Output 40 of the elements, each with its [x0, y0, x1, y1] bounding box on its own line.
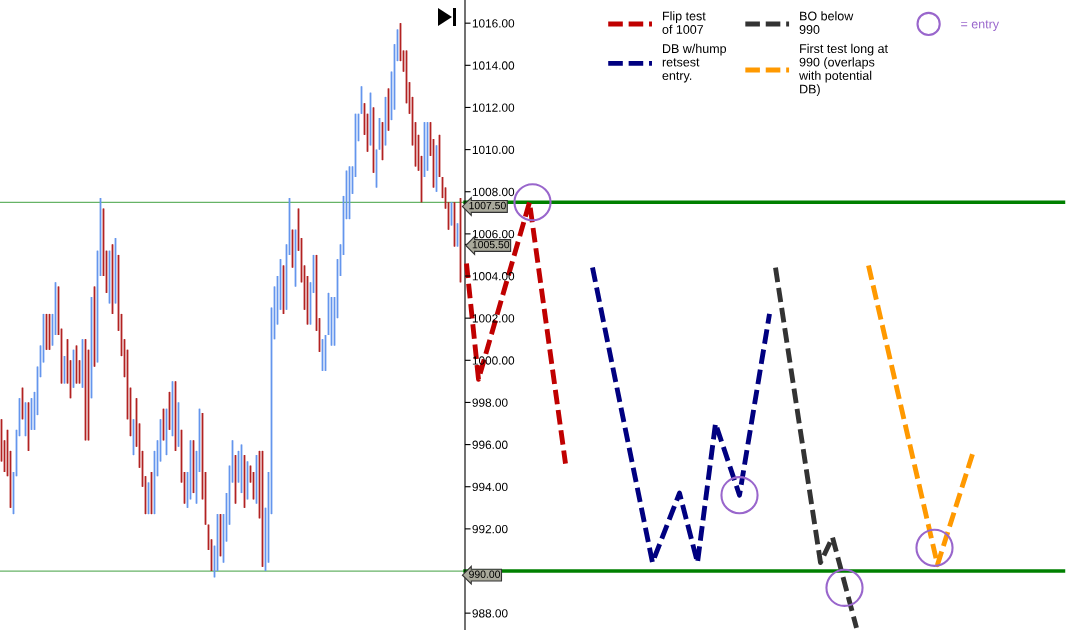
y-tick-label: 1010.00	[472, 145, 515, 154]
y-tick-label: 992.00	[472, 524, 508, 534]
ref-line-label: 1007.50	[469, 201, 506, 210]
legend-label: First test long at 990 (overlaps with potential DB)	[799, 43, 888, 96]
candlestick	[420, 155, 423, 203]
point	[720, 476, 759, 515]
y-tick-label: 998.00	[472, 398, 508, 407]
y-tick-label: 1008.00	[472, 187, 515, 197]
candlestick	[12, 471, 15, 515]
y-tick-label: 1002.00	[472, 314, 515, 323]
y-tick-label: 1016.00	[472, 19, 515, 28]
y-tick-label: 1014.00	[472, 61, 515, 70]
candlestick	[153, 450, 156, 515]
legend-label: = entry	[961, 20, 1000, 31]
candlestick	[120, 313, 123, 357]
point	[915, 528, 954, 567]
line-series	[464, 199, 568, 466]
candlestick	[15, 429, 18, 477]
point	[825, 568, 864, 607]
candlestick	[357, 113, 360, 142]
candlestick	[150, 471, 153, 515]
candlestick	[126, 349, 129, 420]
candlestick	[6, 429, 9, 477]
y-tick-label: 994.00	[472, 482, 508, 492]
candlestick	[165, 408, 168, 456]
legend-label: Flip test of 1007	[662, 11, 706, 34]
legend-label: BO below 990	[799, 11, 854, 34]
y-tick-label: 996.00	[472, 440, 508, 449]
line-series	[773, 265, 859, 630]
y-tick-label: 1005.50	[472, 240, 510, 249]
ref-line-label: 990.00	[469, 570, 501, 578]
y-tick-label: 1006.00	[472, 229, 515, 239]
legend-label: DB w/hump retsest entry.	[662, 43, 727, 83]
candlestick	[21, 386, 24, 420]
point	[513, 183, 552, 222]
y-tick-label: 1004.00	[472, 272, 515, 281]
candlestick	[129, 386, 132, 437]
y-tick-label: 1012.00	[472, 103, 515, 112]
candlestick	[213, 545, 216, 579]
y-tick-label: 988.00	[472, 609, 508, 618]
